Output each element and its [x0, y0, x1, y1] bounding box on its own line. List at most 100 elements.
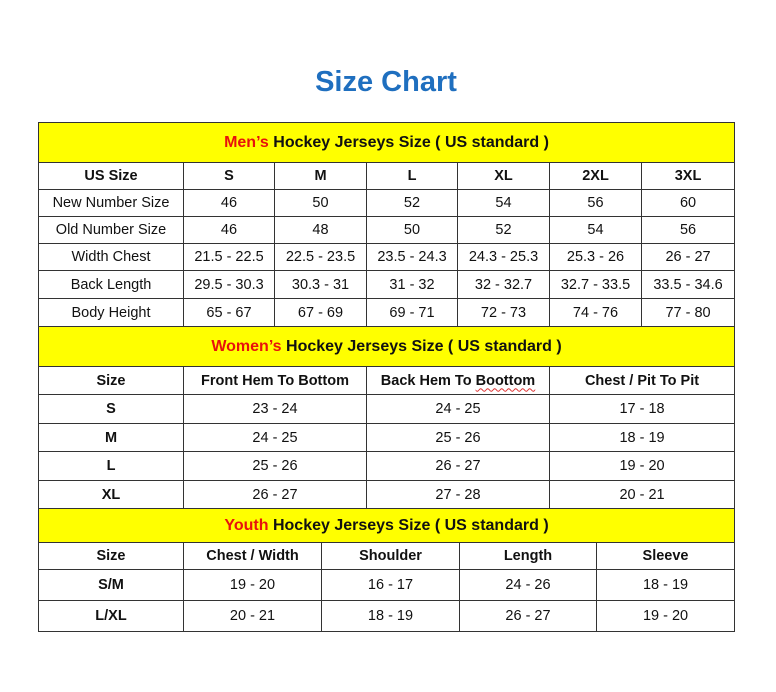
table-cell: 74 - 76 — [549, 298, 642, 327]
row-label: L/XL — [38, 600, 184, 632]
table-cell: 50 — [274, 189, 367, 217]
table-cell: 18 - 19 — [321, 600, 460, 632]
table-cell: 17 - 18 — [548, 394, 736, 424]
table-cell: 22.5 - 23.5 — [274, 243, 367, 271]
table-cell: 23 - 24 — [183, 394, 367, 424]
table-cell: 26 - 27 — [640, 243, 736, 271]
table-cell: 60 — [640, 189, 736, 217]
table-cell: 50 — [366, 216, 458, 244]
table-cell: 46 — [183, 189, 275, 217]
column-header: Size — [38, 366, 184, 395]
column-header: 3XL — [640, 162, 736, 190]
table-cell: 56 — [640, 216, 736, 244]
row-label: New Number Size — [38, 189, 184, 217]
column-header: Front Hem To Bottom — [183, 366, 367, 395]
table-cell: 56 — [549, 189, 642, 217]
table-cell: 19 - 20 — [183, 569, 322, 601]
table-cell: 67 - 69 — [274, 298, 367, 327]
table-cell: 69 - 71 — [366, 298, 458, 327]
section-title: Men’s Hockey Jerseys Size ( US standard … — [37, 122, 736, 163]
table-cell: 24 - 25 — [183, 423, 367, 452]
row-label: XL — [38, 480, 184, 509]
table-row: New Number Size 46 50 52 54 56 60 — [38, 189, 736, 217]
row-label: S — [38, 394, 184, 424]
table-row: XL 26 - 27 27 - 28 20 - 21 — [38, 480, 736, 509]
table-row: S/M 19 - 20 16 - 17 24 - 26 18 - 19 — [38, 569, 736, 601]
table-cell: 19 - 20 — [595, 600, 736, 632]
column-header: S — [183, 162, 275, 190]
section-title-text: Hockey Jerseys Size ( US standard ) — [268, 516, 549, 534]
row-label: Width Chest — [38, 243, 184, 271]
table-cell: 52 — [366, 189, 458, 217]
row-label: L — [38, 451, 184, 481]
table-row: Body Height 65 - 67 67 - 69 69 - 71 72 - 73 7… — [38, 298, 736, 327]
section-title-accent: Women’s — [211, 337, 282, 355]
column-header: XL — [457, 162, 550, 190]
table-cell: 65 - 67 — [183, 298, 275, 327]
column-header: US Size — [38, 162, 184, 190]
table-cell: 18 - 19 — [548, 423, 736, 452]
mens-section-header: Men’s Hockey Jerseys Size ( US standard … — [37, 122, 736, 163]
table-row: S 23 - 24 24 - 25 17 - 18 — [38, 394, 736, 424]
column-header: Length — [459, 542, 597, 570]
column-header: M — [274, 162, 367, 190]
table-cell: 31 - 32 — [366, 270, 458, 299]
table-cell: 29.5 - 30.3 — [183, 270, 275, 299]
mens-size-table: Men’s Hockey Jerseys Size ( US standard … — [37, 122, 736, 327]
section-title: Youth Hockey Jerseys Size ( US standard … — [37, 508, 736, 543]
table-cell: 16 - 17 — [321, 569, 460, 601]
table-cell: 26 - 27 — [366, 451, 550, 481]
table-cell: 20 - 21 — [548, 480, 736, 509]
table-cell: 25 - 26 — [366, 423, 550, 452]
table-cell: 26 - 27 — [459, 600, 597, 632]
column-header: L — [366, 162, 458, 190]
table-row: Width Chest 21.5 - 22.5 22.5 - 23.5 23.5 - … — [38, 243, 736, 271]
table-cell: 77 - 80 — [640, 298, 736, 327]
table-cell: 25.3 - 26 — [549, 243, 642, 271]
row-label: Old Number Size — [38, 216, 184, 244]
table-cell: 33.5 - 34.6 — [640, 270, 736, 299]
youth-section-header: Youth Hockey Jerseys Size ( US standard … — [37, 508, 736, 543]
table-cell: 52 — [457, 216, 550, 244]
column-header-row: Size Chest / Width Shoulder Length Sleeve — [38, 542, 736, 570]
row-label: M — [38, 423, 184, 452]
table-cell: 48 — [274, 216, 367, 244]
table-cell: 26 - 27 — [183, 480, 367, 509]
section-title-text: Hockey Jerseys Size ( US standard ) — [281, 337, 562, 355]
table-cell: 21.5 - 22.5 — [183, 243, 275, 271]
section-title-text: Hockey Jerseys Size ( US standard ) — [268, 133, 549, 151]
column-header: Sleeve — [595, 542, 736, 570]
table-cell: 19 - 20 — [548, 451, 736, 481]
column-header: Back Hem To Boottom — [366, 366, 550, 395]
womens-section-header: Women’s Hockey Jerseys Size ( US standar… — [37, 326, 736, 367]
column-header: 2XL — [549, 162, 642, 190]
spellcheck-underline: Boottom — [475, 372, 536, 389]
table-cell: 24 - 25 — [366, 394, 550, 424]
page-title: Size Chart — [315, 66, 457, 98]
table-cell: 54 — [457, 189, 550, 217]
table-row: L/XL 20 - 21 18 - 19 26 - 27 19 - 20 — [38, 600, 736, 632]
row-label: S/M — [38, 569, 184, 601]
column-header: Shoulder — [321, 542, 460, 570]
column-header-row: US Size S M L XL 2XL 3XL — [38, 162, 736, 190]
table-row: M 24 - 25 25 - 26 18 - 19 — [38, 423, 736, 452]
table-cell: 20 - 21 — [183, 600, 322, 632]
table-cell: 32 - 32.7 — [457, 270, 550, 299]
table-cell: 23.5 - 24.3 — [366, 243, 458, 271]
table-row: L 25 - 26 26 - 27 19 - 20 — [38, 451, 736, 481]
table-row: Old Number Size 46 48 50 52 54 56 — [38, 216, 736, 244]
table-cell: 18 - 19 — [595, 569, 736, 601]
table-cell: 24.3 - 25.3 — [457, 243, 550, 271]
table-row: Back Length 29.5 - 30.3 30.3 - 31 31 - 32 32… — [38, 270, 736, 299]
youth-size-table: Youth Hockey Jerseys Size ( US standard … — [37, 508, 736, 632]
row-label: Back Length — [38, 270, 184, 299]
womens-size-table: Women’s Hockey Jerseys Size ( US standar… — [37, 326, 736, 509]
table-cell: 30.3 - 31 — [274, 270, 367, 299]
table-cell: 27 - 28 — [366, 480, 550, 509]
table-cell: 46 — [183, 216, 275, 244]
table-cell: 24 - 26 — [459, 569, 597, 601]
column-header: Chest / Width — [183, 542, 322, 570]
section-title-accent: Youth — [224, 516, 269, 534]
column-header-row: Size Front Hem To Bottom Back Hem To Boott… — [38, 366, 736, 395]
table-cell: 25 - 26 — [183, 451, 367, 481]
